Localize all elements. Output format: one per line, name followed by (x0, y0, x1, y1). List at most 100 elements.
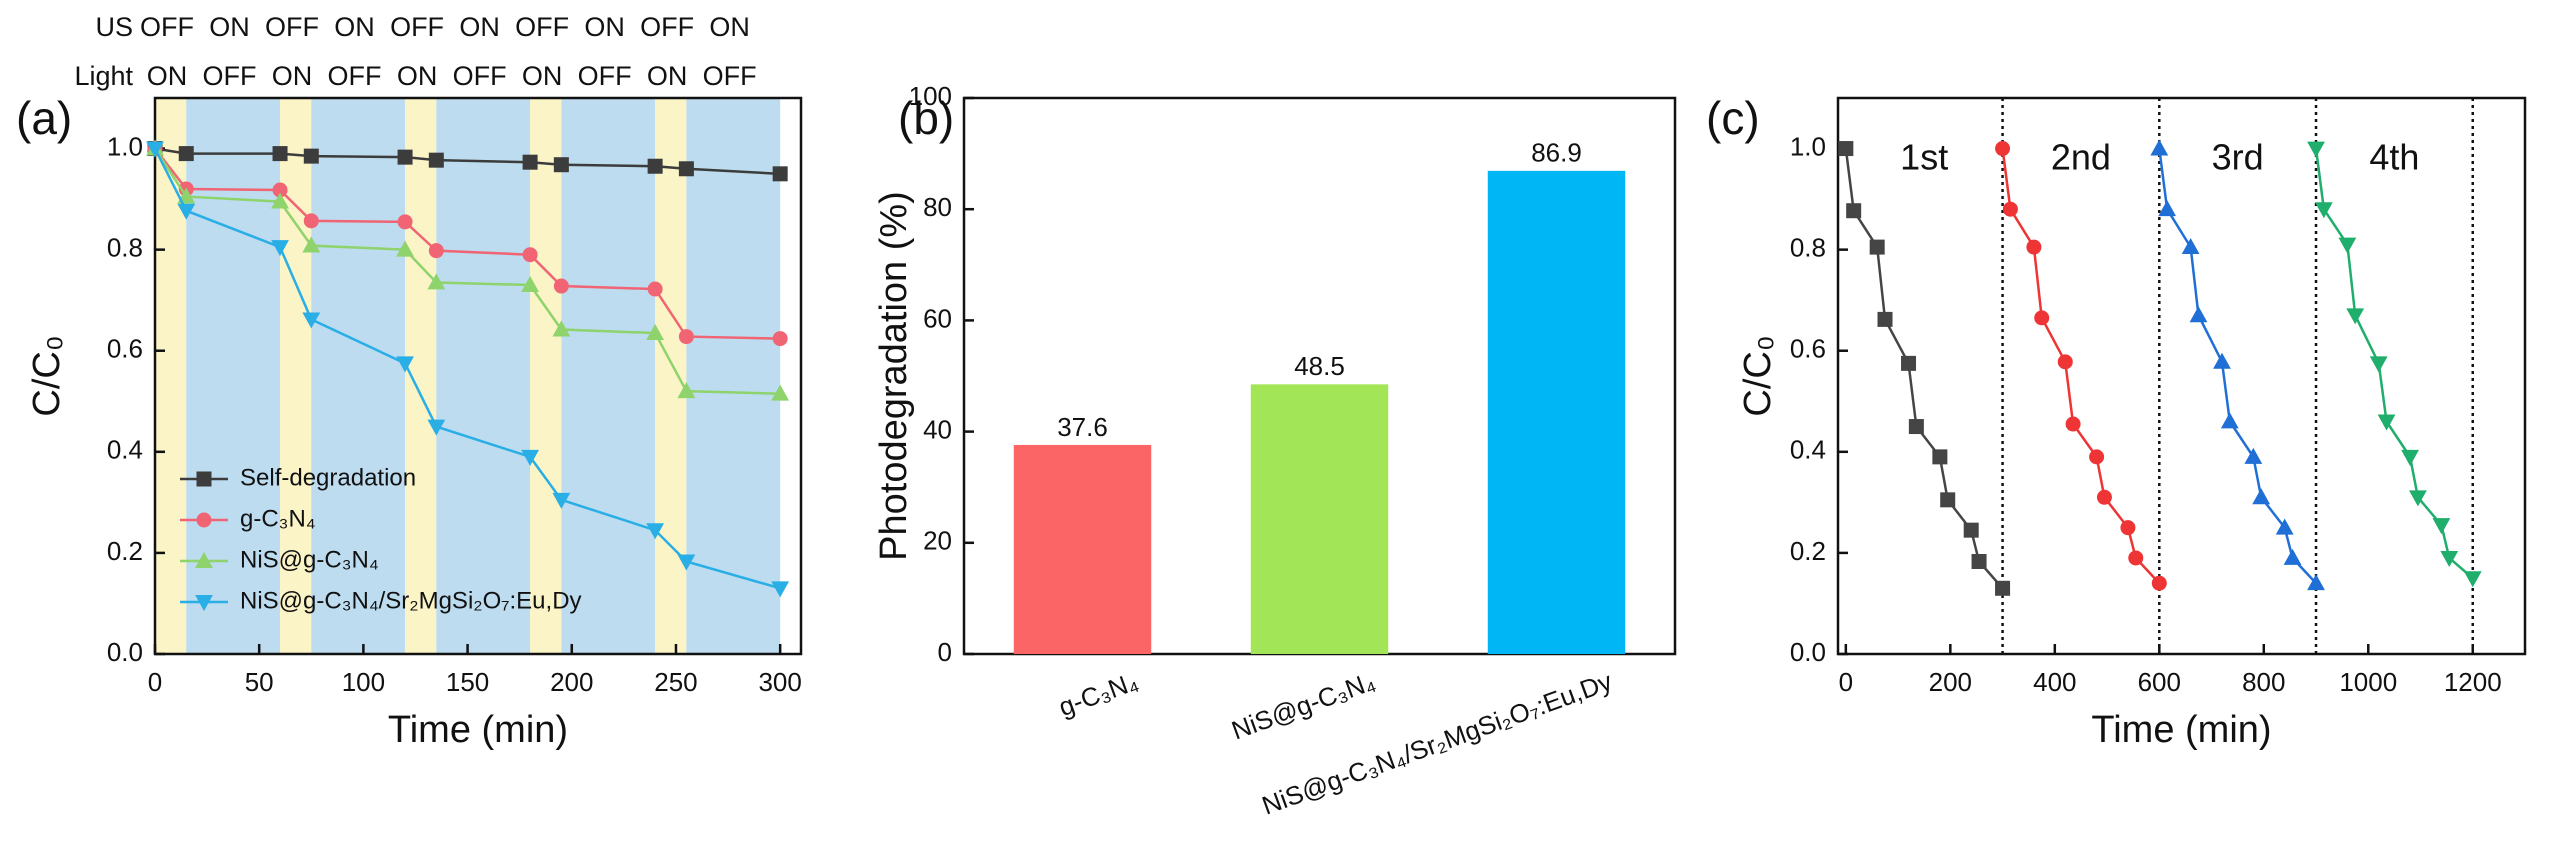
marker (2120, 520, 2136, 536)
x-tick-label: NiS@g-C₃N₄ (1228, 666, 1379, 746)
marker (2034, 310, 2050, 326)
x-tick-label: 400 (2033, 667, 2076, 697)
marker (553, 278, 569, 294)
plot-frame (1836, 96, 2527, 656)
marker (678, 329, 694, 345)
band (405, 98, 437, 654)
y-tick-label: 60 (923, 303, 952, 333)
marker (2369, 356, 2388, 373)
legend-text: Self-degradation (240, 464, 416, 491)
y-axis-title: C/C₀ (26, 335, 68, 416)
x-tick-label: g-C₃N₄ (1055, 666, 1142, 722)
marker (428, 243, 444, 259)
x-tick-label: 0 (1839, 667, 1853, 697)
panel-label: (b) (898, 92, 954, 144)
marker (2440, 551, 2459, 568)
state-label: OFF (453, 61, 507, 91)
series-line (2001, 148, 2161, 585)
marker (302, 312, 321, 329)
state-label: ON (209, 12, 250, 42)
x-tick-label: 1200 (2444, 667, 2502, 697)
marker (177, 187, 196, 204)
y-tick-label: 0.8 (107, 233, 143, 263)
marker (1995, 580, 2011, 596)
x-tick-label: 150 (446, 667, 489, 697)
y-tick-label: 20 (923, 526, 952, 556)
marker (1940, 492, 1956, 508)
state-label: ON (147, 61, 188, 91)
state-label: OFF (703, 61, 757, 91)
state-label: ON (584, 12, 625, 42)
marker (2346, 308, 2365, 325)
state-label: ON (334, 12, 375, 42)
marker (303, 213, 319, 229)
marker (677, 554, 696, 571)
y-tick-label: 0.0 (107, 637, 143, 667)
cycle-label: 4th (2369, 137, 2419, 178)
band (655, 98, 687, 654)
y-tick-label: 0.4 (1790, 435, 1826, 465)
panel-label: (a) (16, 92, 72, 144)
band (436, 98, 531, 654)
marker (2409, 490, 2427, 507)
marker (427, 419, 446, 436)
marker (302, 236, 321, 253)
x-tick-label: 800 (2242, 667, 2285, 697)
marker (2065, 416, 2081, 432)
marker (2128, 550, 2144, 566)
legend-text: NiS@g-C₃N₄/Sr₂MgSi₂O₇:Eu,Dy (240, 587, 582, 614)
band (561, 98, 656, 654)
row-label: Light (74, 61, 133, 91)
y-tick-label: 0.2 (107, 536, 143, 566)
marker (1963, 522, 1979, 538)
band (686, 98, 781, 654)
marker (552, 492, 571, 509)
marker (2150, 139, 2169, 156)
x-tick-label: 300 (758, 667, 801, 697)
marker (2096, 489, 2112, 505)
marker (647, 158, 663, 174)
legend-marker (195, 551, 213, 568)
marker (552, 320, 571, 337)
marker (397, 214, 413, 230)
legend-marker (196, 471, 212, 487)
marker (2432, 518, 2451, 535)
y-tick-label: 0.6 (1790, 334, 1826, 364)
state-label: ON (272, 61, 313, 91)
marker (2463, 571, 2482, 588)
state-label: OFF (515, 12, 569, 42)
marker (146, 141, 164, 158)
value-label: 86.9 (1531, 138, 1582, 168)
marker (1869, 239, 1885, 255)
state-label: ON (397, 61, 438, 91)
series-line (1844, 148, 2004, 590)
legend-text: g-C₃N₄ (240, 505, 316, 532)
marker (2252, 488, 2271, 505)
marker (521, 275, 539, 292)
marker (2283, 548, 2302, 565)
state-label: ON (709, 12, 750, 42)
panel-label: (c) (1706, 92, 1760, 144)
legend-text: NiS@g-C₃N₄ (240, 546, 379, 573)
x-tick-label: 1000 (2339, 667, 2397, 697)
x-axis-title: Time (min) (2091, 709, 2271, 751)
y-tick-label: 1.0 (1790, 131, 1826, 161)
value-label: 37.6 (1057, 412, 1108, 442)
marker (1932, 449, 1948, 465)
x-tick-label: 0 (148, 667, 162, 697)
y-tick-label: 80 (923, 192, 952, 222)
marker (396, 356, 414, 373)
marker (522, 154, 538, 170)
y-tick-label: 100 (909, 81, 952, 111)
marker (2275, 518, 2294, 535)
marker (1838, 141, 1854, 157)
y-tick-label: 40 (923, 414, 952, 444)
marker (1901, 355, 1917, 371)
state-label: OFF (265, 12, 319, 42)
marker (1908, 419, 1924, 435)
state-label: ON (522, 61, 563, 91)
marker (677, 382, 696, 399)
marker (272, 146, 288, 162)
marker (2026, 239, 2042, 255)
